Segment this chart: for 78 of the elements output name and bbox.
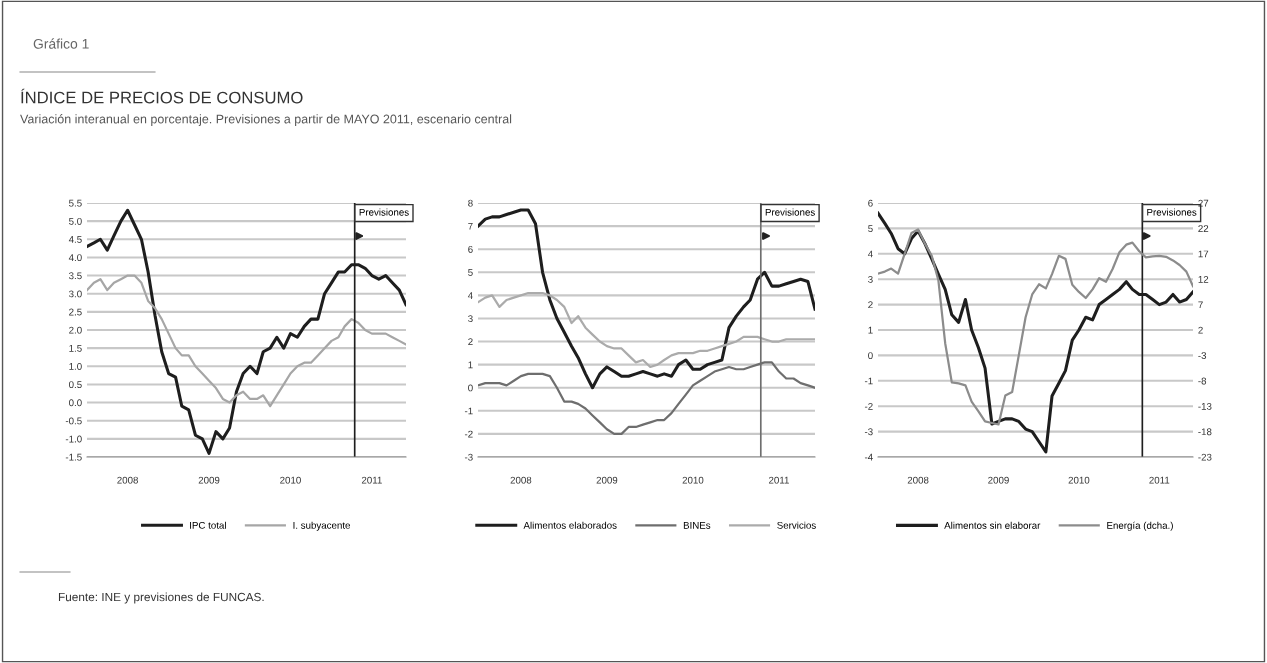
x-tick-label: 2008 [510, 476, 532, 484]
ref-line-label: Previsiones [359, 208, 409, 216]
y2-tick-label: 2 [1198, 326, 1203, 334]
y-tick-label: 0 [868, 352, 873, 360]
ref-line-label: Previsiones [1147, 208, 1197, 216]
source-note: Fuente: INE y previsiones de FUNCAS. [58, 592, 264, 604]
y-tick-label: 5.0 [69, 217, 82, 225]
y2-tick-label: 22 [1198, 225, 1209, 232]
x-tick-label: 2009 [596, 476, 618, 484]
y-tick-label: 4 [467, 292, 473, 299]
x-tick-label: 2009 [198, 476, 220, 484]
y2-tick-label: -23 [1198, 453, 1212, 461]
y-tick-label: 5 [868, 225, 873, 233]
y-tick-label: 6 [868, 199, 873, 207]
y-tick-label: -1 [464, 407, 473, 415]
legend-label: Servicios [777, 521, 816, 529]
x-tick-label: 2010 [1068, 476, 1090, 484]
x-tick-label: 2010 [682, 476, 704, 484]
y-tick-label: 3 [468, 315, 473, 323]
y-tick-label: 4.0 [68, 254, 82, 262]
y-tick-label: 1.0 [69, 363, 82, 370]
line-series [478, 291, 815, 369]
chart-subtitle: Variación interanual en porcentaje. Previsiones a partir de MAYO 2011, escenario central [20, 114, 512, 126]
legend-label: Alimentos elaborados [523, 521, 617, 529]
line-series [878, 228, 1193, 426]
y-tick-label: 5.5 [69, 199, 82, 207]
y2-tick-label: 17 [1198, 250, 1209, 258]
y-tick-label: -4 [864, 453, 873, 461]
y-tick-label: 2 [868, 301, 873, 309]
y2-tick-label: -8 [1198, 377, 1207, 385]
y2-tick-label: 12 [1198, 275, 1209, 283]
y-tick-label: 8 [468, 199, 473, 207]
y-tick-label: -0.5 [65, 417, 82, 425]
y-tick-label: 3.0 [69, 290, 82, 298]
y-tick-label: 0.5 [69, 381, 82, 389]
y-tick-label: 4 [867, 250, 873, 258]
y2-tick-label: -3 [1198, 352, 1207, 360]
y-tick-label: 6 [468, 245, 473, 253]
x-tick-label: 2011 [768, 476, 789, 484]
x-tick-label: 2011 [361, 476, 382, 484]
y-tick-label: 1 [468, 361, 473, 369]
y2-tick-label: -13 [1198, 402, 1212, 410]
x-tick-label: 2008 [117, 476, 138, 484]
x-tick-label: 2008 [907, 476, 929, 484]
x-tick-label: 2011 [1149, 476, 1170, 484]
line-series [478, 208, 815, 390]
y-tick-label: 2.0 [69, 326, 82, 334]
y-tick-label: -1.0 [65, 435, 82, 443]
y-tick-label: -3 [464, 453, 473, 461]
y2-tick-label: -18 [1198, 428, 1212, 436]
legend-label: Alimentos sin elaborar [944, 521, 1041, 529]
y-tick-label: -2 [464, 430, 473, 438]
y-tick-label: 4.5 [68, 236, 82, 243]
x-tick-label: 2010 [280, 476, 301, 484]
x-tick-label: 2009 [988, 476, 1009, 484]
y-tick-label: 0 [468, 384, 473, 392]
y-tick-label: -3 [864, 428, 873, 436]
legend-label: Energía (dcha.) [1107, 521, 1173, 531]
legend-label: IPC total [190, 521, 226, 529]
y-tick-label: 3.5 [69, 272, 82, 280]
chart-title: ÍNDICE DE PRECIOS DE CONSUMO [21, 88, 303, 104]
legend-label: BINEs [683, 521, 711, 529]
y-tick-label: 2 [468, 338, 473, 346]
text: Gráfico 1 [33, 38, 89, 49]
line-series [87, 274, 406, 408]
ref-line-label: Previsiones [765, 208, 815, 216]
y-tick-label: 3 [868, 275, 873, 283]
y-tick-label: 1.5 [69, 344, 82, 352]
y-tick-label: 7 [468, 222, 473, 230]
y-tick-label: 5 [468, 269, 473, 276]
y-tick-label: -1.5 [65, 453, 82, 461]
y2-tick-label: 7 [1198, 301, 1203, 309]
y-tick-label: -1 [864, 377, 873, 385]
legend-label: I. subyacente [293, 521, 351, 531]
y-tick-label: 1 [868, 326, 873, 334]
y-tick-label: -2 [864, 402, 873, 410]
y-tick-label: 0.0 [69, 399, 82, 407]
y-tick-label: 2.5 [69, 308, 82, 316]
